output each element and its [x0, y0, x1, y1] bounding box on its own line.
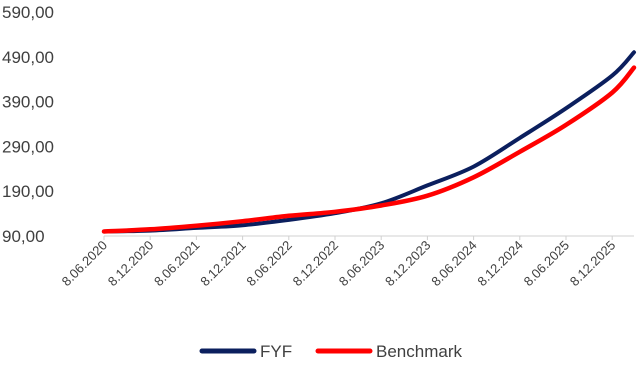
x-tick-label: 8.06.2025 — [521, 238, 573, 290]
legend: FYF Benchmark — [199, 342, 462, 361]
x-tick-label: 8.06.2023 — [336, 238, 388, 290]
legend-label-benchmark: Benchmark — [376, 342, 462, 361]
y-tick-label: 490,00 — [2, 48, 54, 67]
x-tick-label: 8.06.2022 — [243, 238, 295, 290]
x-tick-label: 8.12.2020 — [105, 238, 157, 290]
x-tick-label: 8.06.2020 — [59, 238, 111, 290]
y-tick-label: 90,00 — [2, 227, 45, 246]
x-tick-label: 8.06.2024 — [428, 238, 480, 290]
x-tick-label: 8.12.2024 — [474, 238, 526, 290]
legend-label-fyf: FYF — [260, 342, 292, 361]
x-tick-label: 8.06.2021 — [151, 238, 203, 290]
y-axis-tick-labels: 90,00 190,00 290,00 390,00 490,00 590,00 — [2, 3, 54, 246]
x-axis-tick-labels: 8.06.20208.12.20208.06.20218.12.20218.06… — [59, 236, 619, 290]
x-tick-label: 8.12.2022 — [290, 238, 342, 290]
x-tick-label: 8.12.2023 — [382, 238, 434, 290]
series-line-benchmark — [101, 65, 637, 234]
x-tick-label: 8.12.2021 — [197, 238, 249, 290]
y-tick-label: 590,00 — [2, 3, 54, 22]
series-lines — [101, 50, 637, 234]
y-tick-label: 190,00 — [2, 182, 54, 201]
y-tick-label: 390,00 — [2, 93, 54, 112]
x-tick-label: 8.12.2025 — [567, 238, 619, 290]
y-tick-label: 290,00 — [2, 137, 54, 156]
series-line-fyf — [102, 50, 636, 234]
